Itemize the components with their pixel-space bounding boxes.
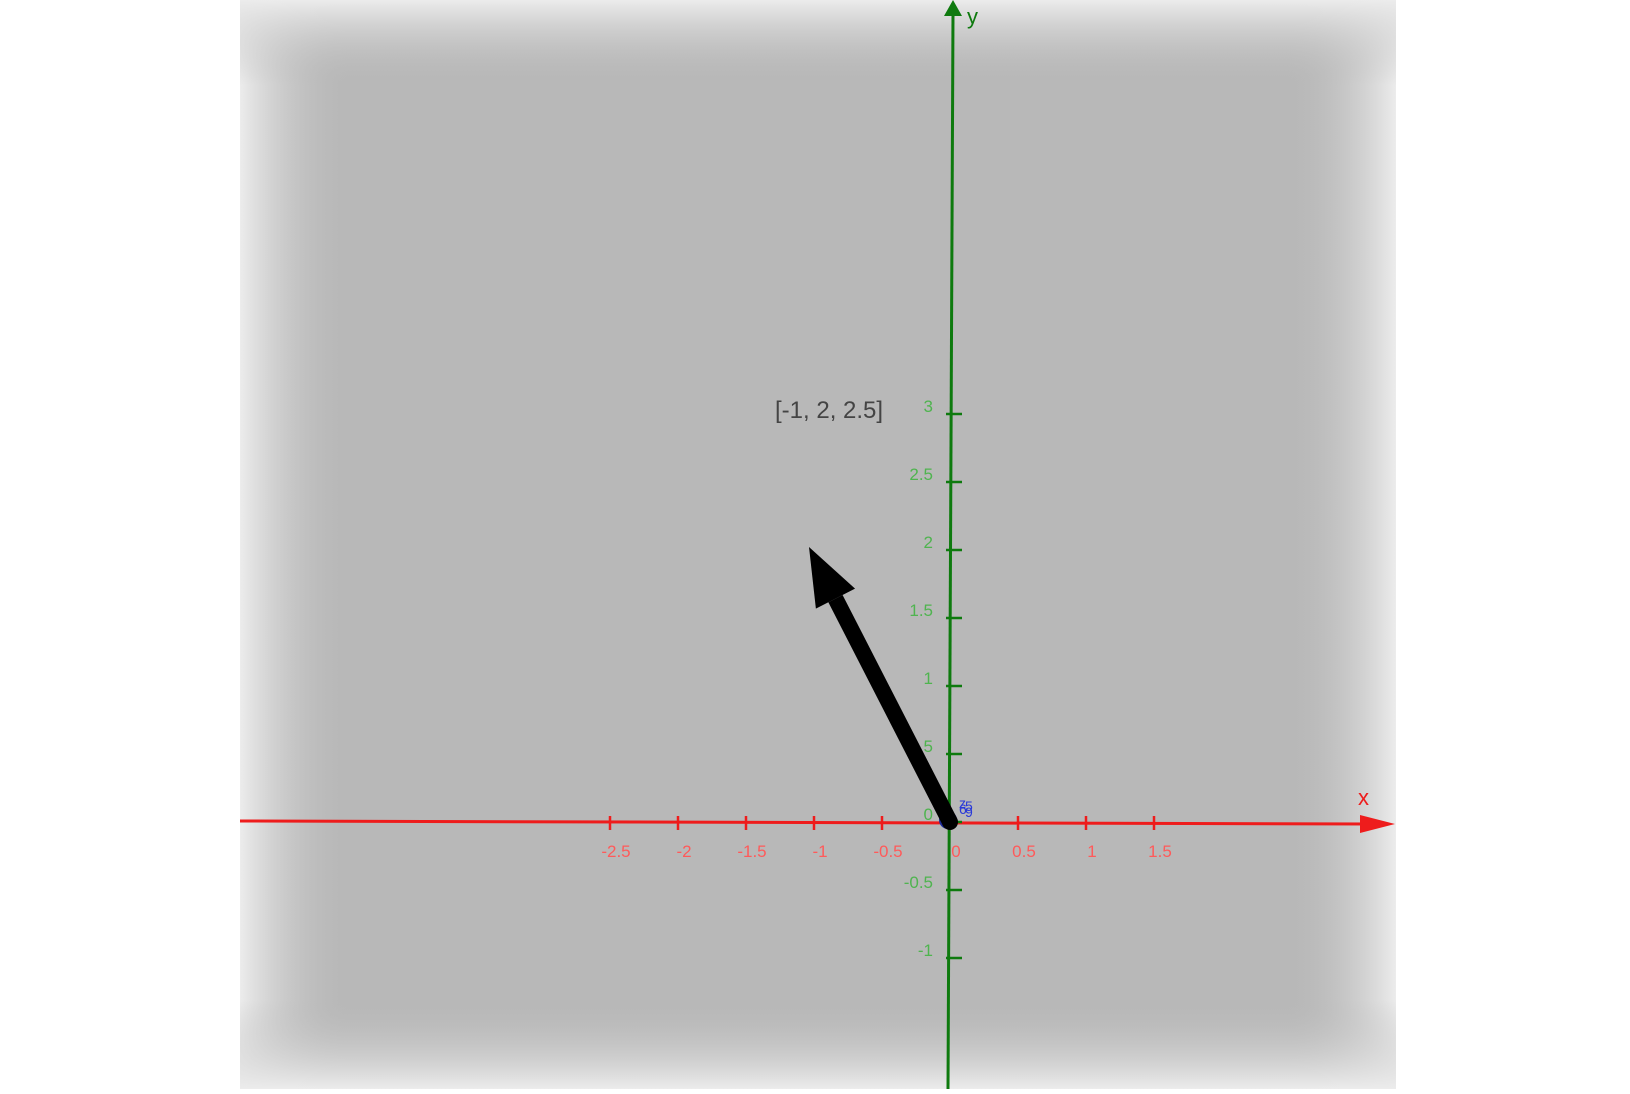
vector-tail-cap (942, 814, 958, 830)
origin-marker-label: 6 (959, 801, 967, 817)
x-axis-label: x (1358, 785, 1369, 810)
y-axis-line (946, 13, 955, 1090)
origin-marker-label: 9 (965, 804, 973, 820)
y-tick-label: 2.5 (909, 465, 933, 484)
vector-arrow[interactable] (809, 547, 958, 830)
y-tick-label: 2 (924, 533, 933, 552)
x-tick-label: -1.5 (737, 842, 766, 861)
x-axis-line (239, 819, 1371, 826)
x-tick-label: 0.5 (1012, 842, 1036, 861)
origin-marker-label: 5 (965, 798, 973, 814)
x-tick-label: -1 (812, 842, 827, 861)
x-tick-label: -2.5 (601, 842, 630, 861)
y-axis-label: y (967, 4, 978, 29)
x-tick-label: 1.5 (1148, 842, 1172, 861)
y-tick-label: 1.5 (909, 601, 933, 620)
x-tick-label: 1 (1087, 842, 1096, 861)
x-tick-label: -0.5 (873, 842, 902, 861)
y-tick-label: -1 (918, 941, 933, 960)
origin-marker-label: z (959, 795, 966, 811)
y-tick-label: 0 (924, 805, 933, 824)
vector-arrowhead (809, 547, 856, 609)
plot-background (240, 0, 1396, 1089)
y-tick-label: 3 (924, 397, 933, 416)
x-axis: -2.5 -2 -1.5 -1 -0.5 0 0.5 1 1.5 (239, 815, 1395, 861)
vector-shaft (828, 594, 958, 826)
vector-label: [-1, 2, 2.5] (775, 397, 883, 424)
y-tick-label: -0.5 (904, 873, 933, 892)
y-axis-arrowhead (944, 0, 962, 16)
x-axis-arrowhead (1360, 815, 1395, 833)
x-tick-label: 0 (951, 842, 960, 861)
x-tick-label: -2 (676, 842, 691, 861)
y-tick-label: 1 (924, 669, 933, 688)
